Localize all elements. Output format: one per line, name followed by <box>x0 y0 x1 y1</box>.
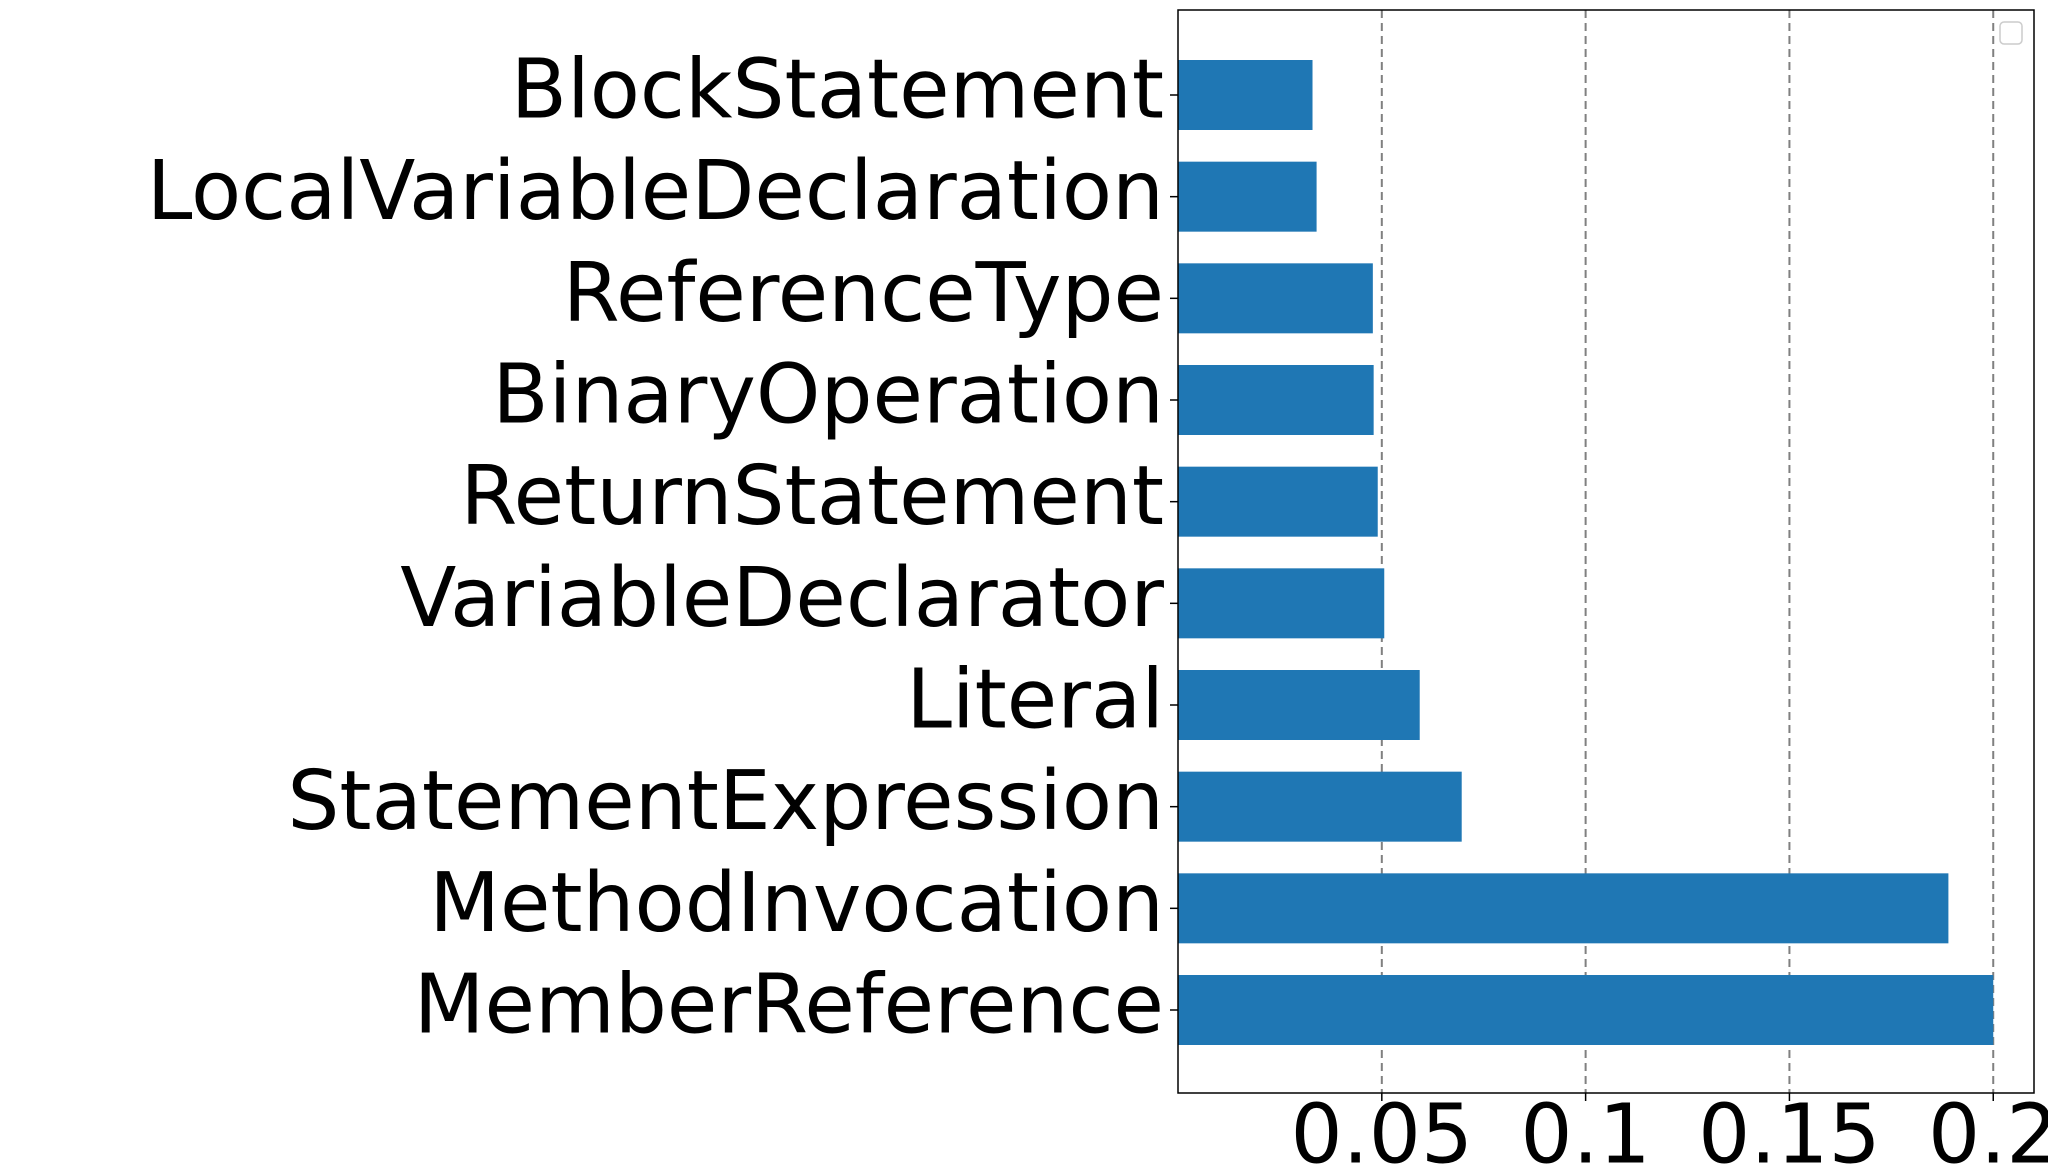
y-tick-label: BlockStatement <box>511 42 1164 137</box>
bar <box>1178 365 1374 435</box>
y-tick-label: ReturnStatement <box>460 449 1164 544</box>
axes-frame <box>1177 9 2035 1094</box>
y-tick-label: Literal <box>906 652 1164 747</box>
legend <box>1999 21 2023 45</box>
bar <box>1178 60 1313 130</box>
bar <box>1178 466 1378 537</box>
bar <box>1178 975 1994 1045</box>
x-tick-label: 0.2 <box>1928 1087 2048 1173</box>
y-tick-label: MemberReference <box>414 957 1164 1052</box>
bar <box>1178 161 1317 232</box>
bar <box>1178 771 1462 842</box>
bar <box>1178 873 1949 944</box>
x-tick-label: 0.05 <box>1291 1087 1474 1173</box>
y-tick-label: LocalVariableDeclaration <box>147 144 1164 239</box>
x-tick-label: 0.15 <box>1698 1087 1881 1173</box>
y-tick-label: BinaryOperation <box>492 347 1164 442</box>
bar <box>1178 568 1385 639</box>
x-tick-label: 0.1 <box>1520 1087 1650 1173</box>
y-tick-label: ReferenceType <box>563 246 1164 341</box>
y-tick-label: MethodInvocation <box>429 856 1164 951</box>
y-tick-label: StatementExpression <box>287 754 1164 849</box>
y-tick-label: VariableDeclarator <box>400 551 1164 646</box>
plot-area: 0.05 0.1 0.15 0.2 BlockStatementLocalVariabl… <box>147 10 2048 1173</box>
bar <box>1178 263 1373 334</box>
bar <box>1178 670 1420 740</box>
